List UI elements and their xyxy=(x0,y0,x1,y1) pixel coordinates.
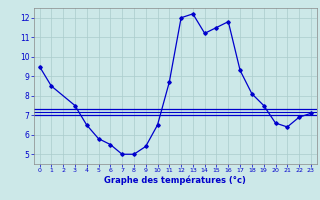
X-axis label: Graphe des températures (°c): Graphe des températures (°c) xyxy=(104,176,246,185)
